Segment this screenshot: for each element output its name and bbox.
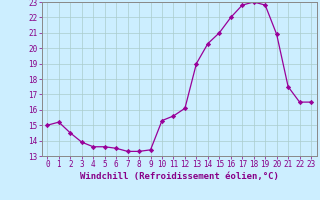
X-axis label: Windchill (Refroidissement éolien,°C): Windchill (Refroidissement éolien,°C) [80, 172, 279, 181]
